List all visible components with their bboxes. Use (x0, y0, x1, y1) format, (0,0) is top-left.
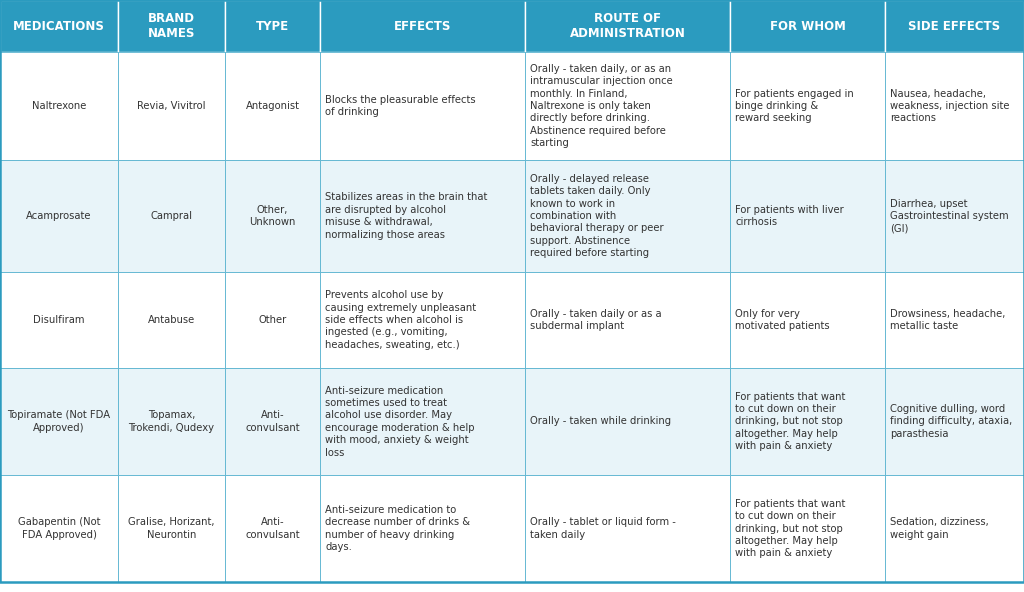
Text: For patients with liver
cirrhosis: For patients with liver cirrhosis (735, 205, 844, 227)
Bar (225, 475, 319, 582)
Bar (525, 160, 730, 272)
Bar (525, 0, 730, 52)
Text: Naltrexone: Naltrexone (32, 101, 86, 111)
Bar (225, 368, 319, 475)
Bar (885, 160, 1024, 272)
Bar (885, 0, 1024, 52)
Bar (225, 272, 319, 368)
Bar (0, 160, 118, 272)
Text: TYPE: TYPE (256, 20, 289, 33)
Text: Campral: Campral (151, 211, 193, 221)
Bar (525, 52, 730, 160)
Bar (885, 272, 1024, 368)
Text: ROUTE OF
ADMINISTRATION: ROUTE OF ADMINISTRATION (569, 12, 685, 40)
Text: Orally - taken daily or as a
subdermal implant: Orally - taken daily or as a subdermal i… (530, 309, 662, 331)
Bar (0, 0, 118, 52)
Text: For patients engaged in
binge drinking &
reward seeking: For patients engaged in binge drinking &… (735, 89, 854, 123)
Text: Antabuse: Antabuse (147, 315, 196, 325)
Text: Nausea, headache,
weakness, injection site
reactions: Nausea, headache, weakness, injection si… (890, 89, 1010, 123)
Bar (319, 160, 525, 272)
Text: For patients that want
to cut down on their
drinking, but not stop
altogether. M: For patients that want to cut down on th… (735, 498, 846, 558)
Bar (730, 0, 885, 52)
Text: MEDICATIONS: MEDICATIONS (13, 20, 104, 33)
Text: For patients that want
to cut down on their
drinking, but not stop
altogether. M: For patients that want to cut down on th… (735, 392, 846, 451)
Text: Anti-seizure medication to
decrease number of drinks &
number of heavy drinking
: Anti-seizure medication to decrease numb… (325, 505, 470, 552)
Text: SIDE EFFECTS: SIDE EFFECTS (908, 20, 1000, 33)
Text: Other,
Unknown: Other, Unknown (249, 205, 296, 227)
Text: Gabapentin (Not
FDA Approved): Gabapentin (Not FDA Approved) (17, 517, 100, 540)
Bar (225, 160, 319, 272)
Bar (0, 475, 118, 582)
Bar (730, 52, 885, 160)
Bar (525, 272, 730, 368)
Text: Anti-
convulsant: Anti- convulsant (245, 410, 300, 433)
Bar (730, 272, 885, 368)
Bar (118, 160, 225, 272)
Text: Diarrhea, upset
Gastrointestinal system
(GI): Diarrhea, upset Gastrointestinal system … (890, 198, 1009, 233)
Text: Antagonist: Antagonist (246, 101, 299, 111)
Bar (730, 160, 885, 272)
Bar (0, 52, 118, 160)
Text: EFFECTS: EFFECTS (394, 20, 452, 33)
Bar (225, 0, 319, 52)
Bar (0, 368, 118, 475)
Bar (118, 368, 225, 475)
Text: BRAND
NAMES: BRAND NAMES (147, 12, 196, 40)
Bar (319, 0, 525, 52)
Text: Topiramate (Not FDA
Approved): Topiramate (Not FDA Approved) (7, 410, 111, 433)
Text: Prevents alcohol use by
causing extremely unpleasant
side effects when alcohol i: Prevents alcohol use by causing extremel… (325, 290, 476, 350)
Bar (319, 272, 525, 368)
Bar (525, 368, 730, 475)
Text: Disulfiram: Disulfiram (33, 315, 85, 325)
Text: FOR WHOM: FOR WHOM (770, 20, 846, 33)
Bar (525, 475, 730, 582)
Bar (118, 475, 225, 582)
Text: Orally - taken daily, or as an
intramuscular injection once
monthly. In Finland,: Orally - taken daily, or as an intramusc… (530, 64, 673, 148)
Bar (0, 272, 118, 368)
Bar (885, 52, 1024, 160)
Bar (730, 475, 885, 582)
Text: Anti-
convulsant: Anti- convulsant (245, 517, 300, 540)
Text: Sedation, dizziness,
weight gain: Sedation, dizziness, weight gain (890, 517, 989, 540)
Text: Orally - tablet or liquid form -
taken daily: Orally - tablet or liquid form - taken d… (530, 517, 676, 540)
Text: Stabilizes areas in the brain that
are disrupted by alcohol
misuse & withdrawal,: Stabilizes areas in the brain that are d… (325, 192, 487, 240)
Text: Orally - taken while drinking: Orally - taken while drinking (530, 417, 671, 426)
Bar (730, 368, 885, 475)
Bar (885, 368, 1024, 475)
Bar (118, 0, 225, 52)
Bar (118, 272, 225, 368)
Text: Anti-seizure medication
sometimes used to treat
alcohol use disorder. May
encour: Anti-seizure medication sometimes used t… (325, 385, 474, 458)
Text: Other: Other (258, 315, 287, 325)
Bar (885, 475, 1024, 582)
Text: Drowsiness, headache,
metallic taste: Drowsiness, headache, metallic taste (890, 309, 1006, 331)
Text: Only for very
motivated patients: Only for very motivated patients (735, 309, 829, 331)
Text: Revia, Vivitrol: Revia, Vivitrol (137, 101, 206, 111)
Bar (319, 475, 525, 582)
Text: Orally - delayed release
tablets taken daily. Only
known to work in
combination : Orally - delayed release tablets taken d… (530, 174, 664, 258)
Bar (319, 52, 525, 160)
Text: Topamax,
Trokendi, Qudexy: Topamax, Trokendi, Qudexy (128, 410, 214, 433)
Bar (225, 52, 319, 160)
Text: Gralise, Horizant,
Neurontin: Gralise, Horizant, Neurontin (128, 517, 215, 540)
Bar (118, 52, 225, 160)
Text: Cognitive dulling, word
finding difficulty, ataxia,
parasthesia: Cognitive dulling, word finding difficul… (890, 404, 1013, 439)
Text: Acamprosate: Acamprosate (27, 211, 92, 221)
Text: Blocks the pleasurable effects
of drinking: Blocks the pleasurable effects of drinki… (325, 95, 475, 117)
Bar (319, 368, 525, 475)
